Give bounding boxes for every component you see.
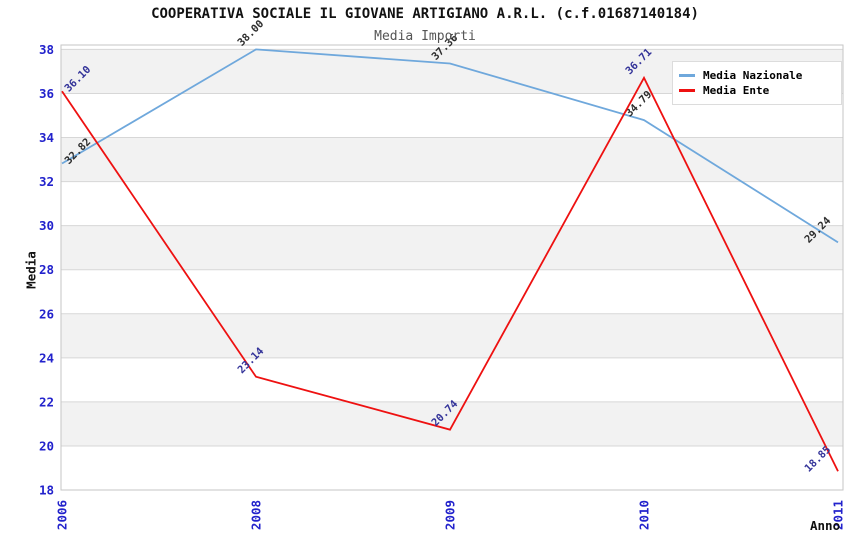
x-axis-label: Anno (810, 518, 841, 533)
series-line-0 (61, 48, 839, 244)
y-tick-label: 20 (39, 438, 54, 453)
x-tick-label: 2010 (637, 500, 652, 530)
plot-band (61, 401, 843, 446)
y-tick-label: 18 (39, 483, 54, 498)
x-tick-label: 2006 (55, 500, 70, 530)
plot-band (61, 181, 843, 226)
plot-band (61, 313, 843, 358)
legend-label-media-ente: Media Ente (703, 84, 770, 97)
plot-band (61, 137, 843, 182)
x-tick-label: 2011 (831, 500, 846, 530)
plot-band (61, 357, 843, 402)
plot-border (60, 44, 844, 491)
x-tick-label: 2008 (249, 500, 264, 530)
legend-item-media-ente: Media Ente (679, 83, 833, 98)
plot-band (61, 269, 843, 314)
x-tick-label: 2009 (443, 500, 458, 530)
y-tick-label: 34 (39, 130, 54, 145)
y-tick-label: 36 (39, 86, 54, 101)
y-axis-label: Media (23, 251, 39, 289)
legend-label-media-nazionale: Media Nazionale (703, 69, 803, 82)
legend-swatch-media-ente (679, 89, 695, 92)
legend-item-media-nazionale: Media Nazionale (679, 68, 833, 83)
y-tick-label: 30 (39, 218, 54, 233)
y-tick-label: 26 (39, 306, 54, 321)
plot-band (61, 225, 843, 270)
legend: Media Nazionale Media Ente (672, 61, 842, 105)
chart-subtitle: Media Importi (374, 29, 476, 44)
chart-title: COOPERATIVA SOCIALE IL GIOVANE ARTIGIANO… (151, 6, 699, 22)
y-tick-label: 28 (39, 262, 54, 277)
legend-swatch-media-nazionale (679, 74, 695, 77)
y-tick-label: 38 (39, 42, 54, 57)
series-line-1 (61, 75, 839, 472)
y-tick-label: 24 (39, 350, 54, 365)
y-tick-label: 32 (39, 174, 54, 189)
y-tick-label: 22 (39, 394, 54, 409)
plot-band (61, 445, 843, 490)
